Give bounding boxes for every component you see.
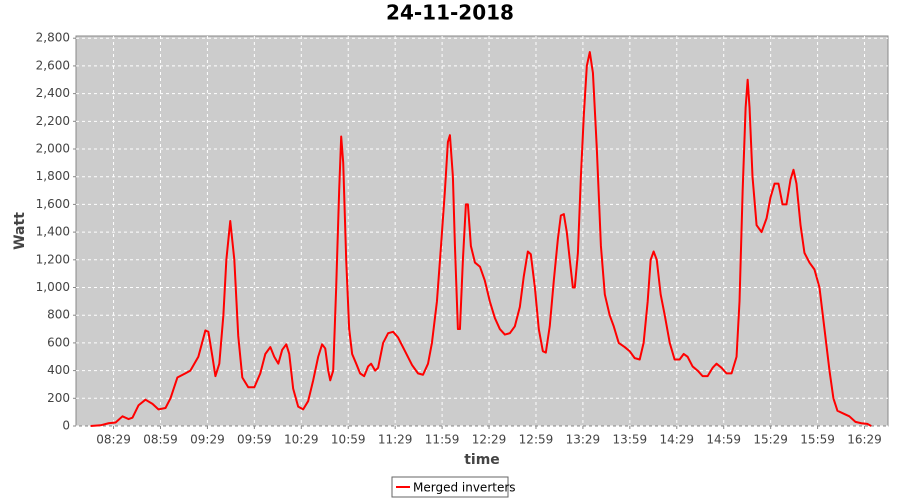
x-tick-label: 15:29	[753, 433, 788, 447]
x-tick-label: 10:29	[284, 433, 319, 447]
y-tick-label: 2,400	[36, 86, 70, 100]
y-tick-label: 1,400	[36, 225, 70, 239]
x-tick-label: 08:59	[143, 433, 178, 447]
y-tick-label: 200	[47, 391, 70, 405]
y-tick-label: 1,200	[36, 252, 70, 266]
y-tick-label: 1,800	[36, 169, 70, 183]
y-tick-label: 2,200	[36, 114, 70, 128]
x-tick-label: 11:59	[425, 433, 460, 447]
x-tick-label: 12:29	[472, 433, 507, 447]
y-tick-label: 2,800	[36, 31, 70, 45]
y-axis-label: Watt	[12, 212, 28, 250]
y-tick-label: 1,000	[36, 280, 70, 294]
chart-title: 24-11-2018	[386, 1, 514, 25]
x-tick-label: 13:29	[566, 433, 601, 447]
legend-label: Merged inverters	[413, 481, 516, 495]
x-tick-label: 14:59	[706, 433, 741, 447]
x-tick-label: 12:59	[519, 433, 554, 447]
x-axis-label: time	[464, 452, 500, 468]
series-line	[90, 51, 872, 427]
plot-area	[75, 35, 889, 427]
x-tick-label: 16:29	[847, 433, 882, 447]
y-tick-label: 0	[62, 419, 70, 433]
y-tick-label: 1,600	[36, 197, 70, 211]
y-tick-label: 2,000	[36, 142, 70, 156]
x-tick-label: 09:59	[237, 433, 272, 447]
y-tick-label: 400	[47, 363, 70, 377]
x-tick-label: 08:29	[96, 433, 131, 447]
legend	[391, 476, 509, 498]
x-tick-label: 10:59	[331, 433, 366, 447]
y-tick-label: 2,600	[36, 58, 70, 72]
x-tick-label: 11:29	[378, 433, 413, 447]
x-tick-label: 09:29	[190, 433, 225, 447]
x-tick-label: 13:59	[613, 433, 648, 447]
y-tick-label: 800	[47, 308, 70, 322]
y-tick-label: 600	[47, 335, 70, 349]
x-tick-label: 15:59	[800, 433, 835, 447]
x-tick-label: 14:29	[659, 433, 694, 447]
